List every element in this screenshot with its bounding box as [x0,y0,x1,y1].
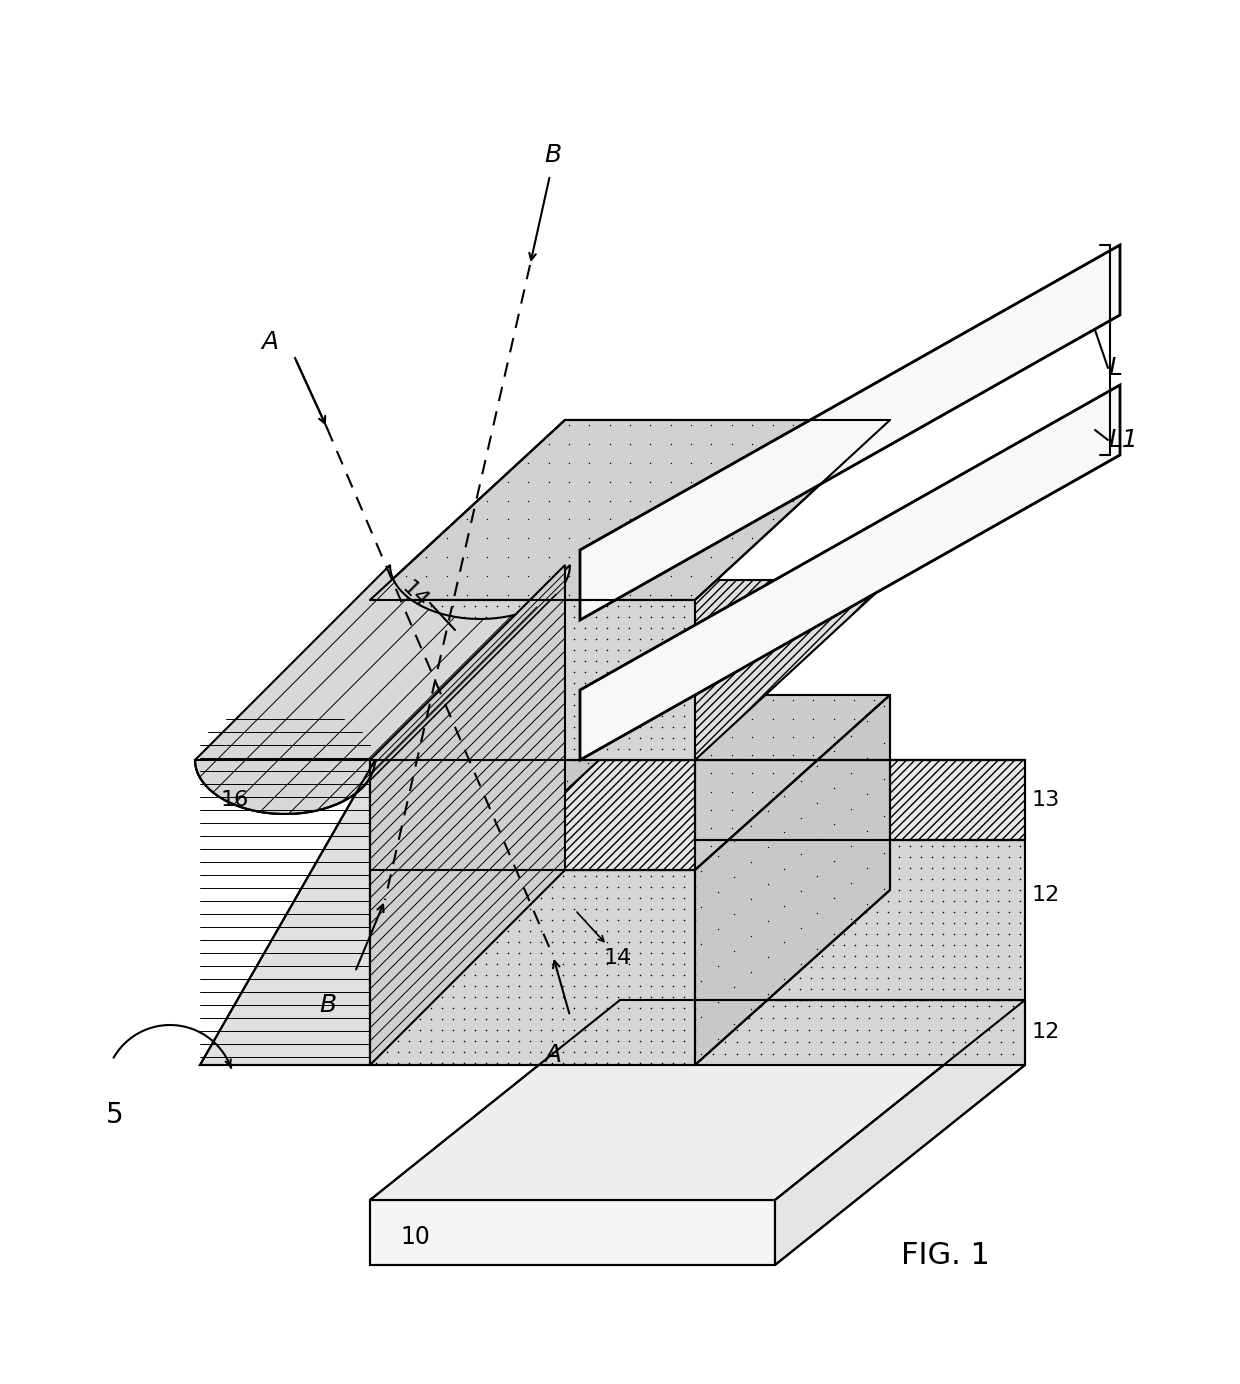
Polygon shape [580,385,1120,760]
Polygon shape [370,601,694,760]
Polygon shape [694,760,1025,840]
Text: 13: 13 [1032,790,1060,810]
Text: FIG. 1: FIG. 1 [900,1240,990,1269]
Polygon shape [775,1001,1025,1265]
Polygon shape [370,419,890,601]
Text: A: A [262,329,279,354]
Text: 14: 14 [398,579,432,612]
Polygon shape [694,1001,1025,1066]
Text: B: B [544,143,562,167]
Text: 10: 10 [401,1225,430,1248]
Polygon shape [370,1001,1025,1200]
Polygon shape [480,419,675,871]
Text: 12: 12 [1032,1021,1060,1042]
Text: L: L [1109,356,1122,381]
Polygon shape [195,760,374,1066]
Polygon shape [370,565,565,1066]
Polygon shape [580,245,1120,620]
Text: 5: 5 [107,1102,124,1129]
Polygon shape [370,419,675,601]
Polygon shape [370,871,694,1066]
Polygon shape [694,840,1025,1001]
Text: 14: 14 [604,948,632,967]
Text: 16: 16 [221,790,249,810]
Polygon shape [370,601,480,871]
Polygon shape [480,760,694,871]
Polygon shape [195,565,570,814]
Polygon shape [370,1200,775,1265]
Text: L1: L1 [1109,428,1138,453]
Polygon shape [694,695,890,1066]
Polygon shape [370,695,890,871]
Polygon shape [480,580,890,760]
Text: B: B [320,992,336,1017]
Text: 12: 12 [1032,884,1060,905]
Text: A: A [544,1044,562,1067]
